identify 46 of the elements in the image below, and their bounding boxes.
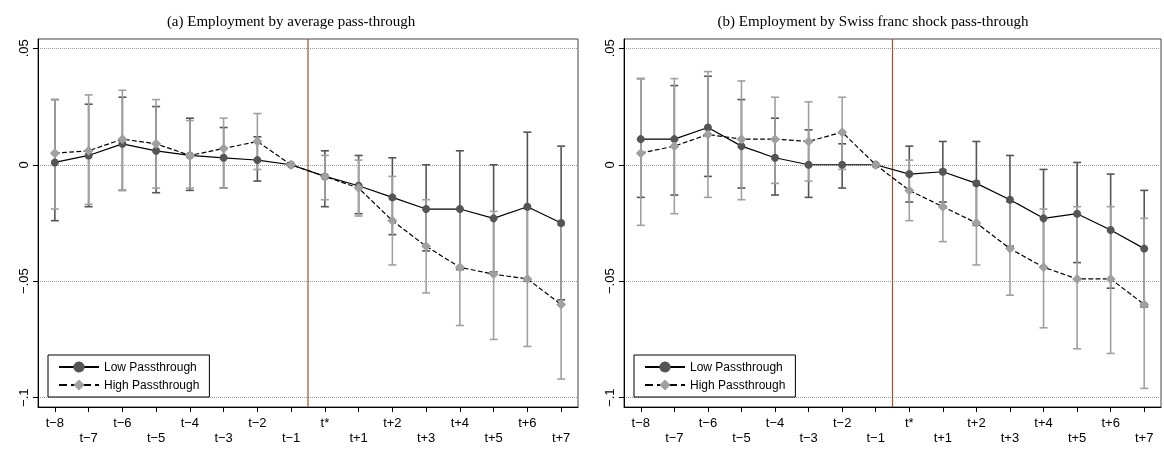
x-tick-label: t−5 [146, 430, 166, 445]
x-tick-label: t+1 [349, 430, 368, 445]
x-tick-label: t+3 [1000, 430, 1020, 445]
chart-title: (a) Employment by average pass-through [166, 12, 416, 30]
x-tick-label: t+2 [383, 415, 402, 430]
legend-label: High Passthrough [690, 378, 786, 392]
x-tick-label: t−6 [113, 415, 132, 430]
x-tick-label: t−2 [248, 415, 267, 430]
x-tick-label: t−8 [631, 415, 650, 430]
legend-label: Low Passthrough [104, 360, 197, 374]
x-tick-label: t+5 [484, 430, 503, 445]
x-tick-label: t+6 [518, 415, 537, 430]
x-tick-label: t+1 [933, 430, 953, 445]
x-tick-label: t−7 [665, 430, 684, 445]
y-tick-label: −.05 [602, 268, 617, 295]
x-tick-label: t+5 [1067, 430, 1087, 445]
chart-title: (b) Employment by Swiss franc shock pass-through [717, 12, 1029, 30]
x-tick-label: t−3 [214, 430, 233, 445]
x-tick-label: t−4 [765, 415, 785, 430]
x-tick-label: t* [904, 415, 914, 430]
x-tick-label: t−7 [79, 430, 98, 445]
x-tick-label: t−8 [45, 415, 65, 430]
x-tick-label: t+2 [967, 415, 986, 430]
legend-label: High Passthrough [104, 378, 200, 392]
y-tick-label: −.1 [16, 388, 31, 407]
y-tick-label: −.05 [16, 268, 31, 295]
x-tick-label: t+3 [416, 430, 436, 445]
x-tick-label: t+7 [1135, 430, 1154, 445]
x-tick-label: t−6 [698, 415, 718, 430]
x-tick-label: t+4 [1034, 415, 1053, 430]
x-tick-label: t+7 [551, 430, 571, 445]
legend-label: Low Passthrough [690, 360, 783, 374]
y-tick-label: −.1 [602, 388, 617, 407]
x-tick-label: t−5 [732, 430, 751, 445]
x-tick-label: t−2 [832, 415, 852, 430]
x-tick-label: t−1 [281, 430, 301, 445]
x-tick-label: t* [320, 415, 330, 430]
y-tick-label: 0 [602, 161, 617, 169]
x-tick-label: t+6 [1101, 415, 1120, 430]
x-tick-label: t−1 [866, 430, 885, 445]
x-tick-label: t−4 [180, 415, 200, 430]
x-tick-label: t+4 [450, 415, 470, 430]
y-tick-label: 0 [16, 161, 31, 169]
x-tick-label: t−3 [799, 430, 818, 445]
y-tick-label: .05 [16, 39, 31, 58]
y-tick-label: .05 [602, 39, 617, 58]
